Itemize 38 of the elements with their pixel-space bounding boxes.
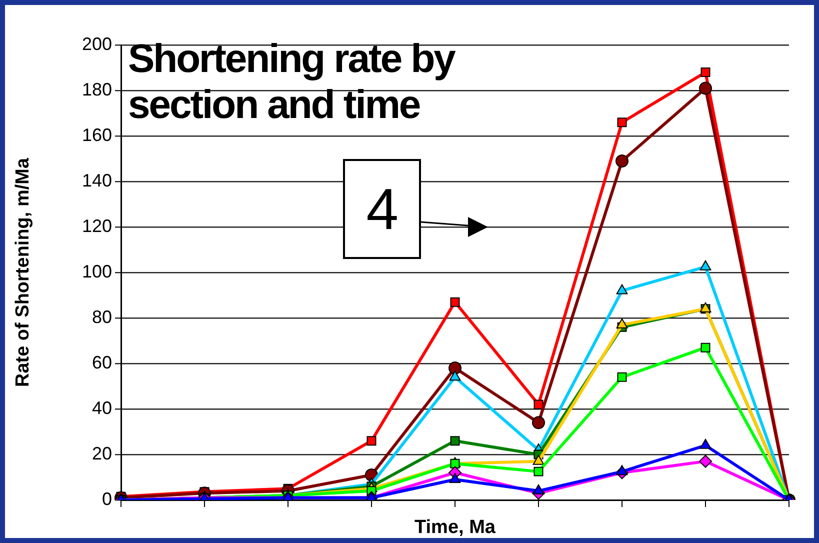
y-axis-title: Rate of Shortening, m/Ma: [12, 158, 34, 388]
point: [699, 454, 712, 468]
y-tick-label: 60: [92, 352, 112, 372]
y-tick-label: 200: [82, 34, 112, 54]
annotation: 4: [343, 159, 422, 259]
y-tick-label: 80: [92, 306, 112, 327]
point: [534, 400, 544, 410]
point: [617, 372, 627, 382]
point: [532, 454, 544, 465]
point: [700, 260, 712, 270]
y-tick-label: 120: [82, 216, 112, 236]
point: [449, 473, 461, 484]
chart-title: Shortening rate by section and time: [128, 36, 456, 128]
x-axis-title: Time, Ma: [414, 516, 496, 538]
point: [700, 438, 712, 449]
y-tick-label: 20: [92, 443, 112, 464]
point: [616, 465, 628, 476]
y-tick-label: 40: [92, 398, 112, 418]
y-tick-label: 160: [82, 124, 112, 145]
point: [616, 154, 628, 168]
point: [616, 284, 628, 294]
y-tick-label: 140: [82, 170, 112, 190]
point: [532, 484, 544, 494]
point: [616, 318, 628, 328]
point: [450, 297, 460, 307]
point: [700, 342, 710, 352]
y-tick-label: 0: [102, 488, 112, 509]
y-tick-label: 100: [82, 261, 112, 282]
point: [448, 362, 462, 375]
point: [534, 466, 544, 476]
point: [532, 416, 545, 430]
point: [449, 370, 461, 381]
point: [700, 68, 710, 78]
point: [617, 118, 627, 128]
point: [366, 436, 376, 446]
point: [699, 82, 712, 95]
y-tick-label: 180: [82, 79, 112, 100]
point: [450, 436, 460, 446]
